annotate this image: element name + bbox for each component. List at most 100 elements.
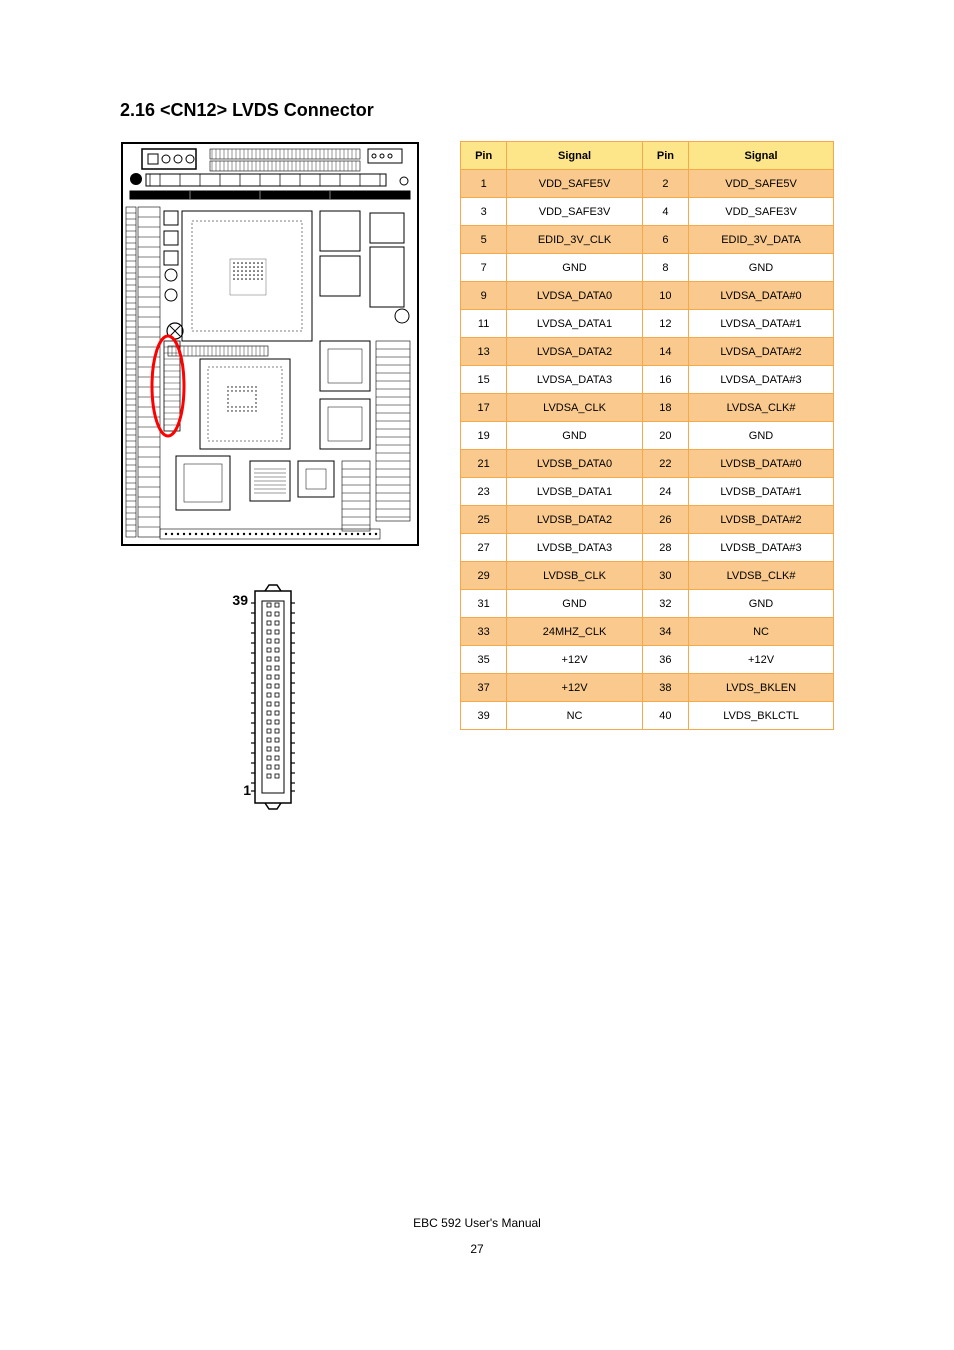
table-cell: 35: [461, 646, 507, 674]
table-cell: LVDSB_DATA3: [507, 534, 643, 562]
table-cell: LVDSB_DATA#2: [689, 506, 834, 534]
table-cell: LVDSB_DATA#0: [689, 450, 834, 478]
table-cell: LVDSA_DATA0: [507, 282, 643, 310]
table-cell: 29: [461, 562, 507, 590]
table-cell: 19: [461, 422, 507, 450]
table-row: 25LVDSB_DATA226LVDSB_DATA#2: [461, 506, 834, 534]
footer-text: EBC 592 User's Manual: [120, 1216, 834, 1230]
table-header-row: Pin Signal Pin Signal: [461, 142, 834, 170]
table-cell: LVDSB_DATA#1: [689, 478, 834, 506]
table-cell: 31: [461, 590, 507, 618]
table-cell: 36: [642, 646, 688, 674]
section-title: 2.16 <CN12> LVDS Connector: [120, 100, 834, 121]
table-cell: 9: [461, 282, 507, 310]
table-cell: 18: [642, 394, 688, 422]
table-cell: EDID_3V_DATA: [689, 226, 834, 254]
table-cell: VDD_SAFE3V: [689, 198, 834, 226]
table-cell: 23: [461, 478, 507, 506]
table-row: 13LVDSA_DATA214LVDSA_DATA#2: [461, 338, 834, 366]
table-cell: 15: [461, 366, 507, 394]
table-cell: 26: [642, 506, 688, 534]
table-row: 3324MHZ_CLK34NC: [461, 618, 834, 646]
table-cell: GND: [507, 590, 643, 618]
table-cell: VDD_SAFE3V: [507, 198, 643, 226]
table-cell: 6: [642, 226, 688, 254]
table-cell: 25: [461, 506, 507, 534]
table-cell: 27: [461, 534, 507, 562]
table-cell: 8: [642, 254, 688, 282]
table-cell: 28: [642, 534, 688, 562]
table-cell: 16: [642, 366, 688, 394]
table-cell: 40: [642, 702, 688, 730]
col-signal-1: Signal: [507, 142, 643, 170]
table-cell: GND: [507, 254, 643, 282]
table-cell: 4: [642, 198, 688, 226]
table-cell: 2: [642, 170, 688, 198]
table-row: 29LVDSB_CLK30LVDSB_CLK#: [461, 562, 834, 590]
connector-figure: 39 1: [120, 581, 420, 816]
table-cell: LVDSA_DATA#3: [689, 366, 834, 394]
table-row: 7GND8GND: [461, 254, 834, 282]
table-cell: GND: [689, 422, 834, 450]
table-row: 17LVDSA_CLK18LVDSA_CLK#: [461, 394, 834, 422]
table-cell: 24MHZ_CLK: [507, 618, 643, 646]
col-pin-1: Pin: [461, 142, 507, 170]
table-row: 27LVDSB_DATA328LVDSB_DATA#3: [461, 534, 834, 562]
table-cell: GND: [507, 422, 643, 450]
table-cell: NC: [507, 702, 643, 730]
table-cell: 5: [461, 226, 507, 254]
table-row: 31GND32GND: [461, 590, 834, 618]
table-cell: +12V: [689, 646, 834, 674]
table-cell: 1: [461, 170, 507, 198]
table-row: 3VDD_SAFE3V4VDD_SAFE3V: [461, 198, 834, 226]
table-row: 37+12V38LVDS_BKLEN: [461, 674, 834, 702]
table-cell: 22: [642, 450, 688, 478]
table-cell: LVDSB_CLK: [507, 562, 643, 590]
pinout-table: Pin Signal Pin Signal 1VDD_SAFE5V2VDD_SA…: [460, 141, 834, 730]
table-cell: 20: [642, 422, 688, 450]
table-cell: LVDS_BKLCTL: [689, 702, 834, 730]
page-number: 27: [120, 1242, 834, 1256]
table-cell: LVDSA_CLK#: [689, 394, 834, 422]
table-cell: 17: [461, 394, 507, 422]
col-pin-2: Pin: [642, 142, 688, 170]
table-cell: 37: [461, 674, 507, 702]
table-cell: LVDSB_CLK#: [689, 562, 834, 590]
table-cell: 33: [461, 618, 507, 646]
table-cell: LVDSA_DATA#0: [689, 282, 834, 310]
table-cell: LVDSB_DATA1: [507, 478, 643, 506]
table-cell: 7: [461, 254, 507, 282]
table-cell: 21: [461, 450, 507, 478]
table-cell: 39: [461, 702, 507, 730]
table-cell: LVDSA_DATA#2: [689, 338, 834, 366]
table-cell: LVDSA_DATA3: [507, 366, 643, 394]
table-cell: 14: [642, 338, 688, 366]
table-cell: EDID_3V_CLK: [507, 226, 643, 254]
table-cell: +12V: [507, 674, 643, 702]
pin-label-top: 39: [232, 592, 248, 608]
pin-label-bottom: 1: [243, 782, 251, 798]
table-cell: LVDSB_DATA2: [507, 506, 643, 534]
table-cell: LVDSB_DATA#3: [689, 534, 834, 562]
table-row: 19GND20GND: [461, 422, 834, 450]
table-cell: VDD_SAFE5V: [507, 170, 643, 198]
table-cell: 12: [642, 310, 688, 338]
table-row: 11LVDSA_DATA112LVDSA_DATA#1: [461, 310, 834, 338]
table-cell: 13: [461, 338, 507, 366]
table-cell: 3: [461, 198, 507, 226]
table-row: 5EDID_3V_CLK6EDID_3V_DATA: [461, 226, 834, 254]
table-cell: 10: [642, 282, 688, 310]
table-cell: LVDSA_CLK: [507, 394, 643, 422]
table-cell: GND: [689, 254, 834, 282]
table-cell: VDD_SAFE5V: [689, 170, 834, 198]
table-cell: LVDSA_DATA#1: [689, 310, 834, 338]
table-cell: LVDSA_DATA1: [507, 310, 643, 338]
table-row: 23LVDSB_DATA124LVDSB_DATA#1: [461, 478, 834, 506]
table-cell: NC: [689, 618, 834, 646]
table-cell: 24: [642, 478, 688, 506]
table-cell: 38: [642, 674, 688, 702]
table-cell: +12V: [507, 646, 643, 674]
board-schematic: [120, 141, 420, 561]
table-cell: LVDS_BKLEN: [689, 674, 834, 702]
table-row: 15LVDSA_DATA316LVDSA_DATA#3: [461, 366, 834, 394]
